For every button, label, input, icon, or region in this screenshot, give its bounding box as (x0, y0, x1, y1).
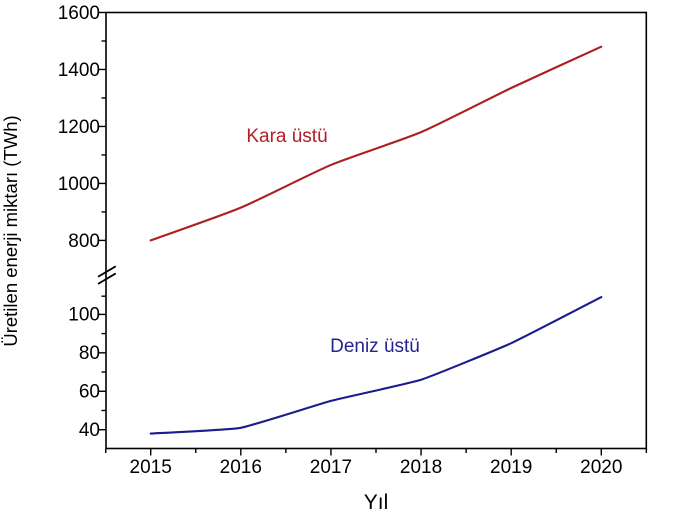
svg-text:60: 60 (79, 382, 100, 403)
svg-text:1200: 1200 (58, 117, 100, 138)
svg-text:2015: 2015 (130, 457, 172, 478)
svg-text:800: 800 (68, 231, 100, 252)
svg-text:1000: 1000 (58, 174, 100, 195)
svg-text:Yıl: Yıl (364, 491, 389, 514)
svg-text:Üretilen enerji miktarı (TWh): Üretilen enerji miktarı (TWh) (0, 115, 21, 346)
svg-text:2019: 2019 (490, 457, 532, 478)
svg-text:2018: 2018 (400, 457, 442, 478)
svg-text:40: 40 (79, 420, 100, 441)
svg-text:2016: 2016 (220, 457, 262, 478)
svg-text:80: 80 (79, 343, 100, 364)
svg-text:2017: 2017 (310, 457, 352, 478)
svg-text:1600: 1600 (58, 3, 100, 24)
svg-text:Deniz üstü: Deniz üstü (330, 336, 420, 357)
svg-text:100: 100 (68, 305, 100, 326)
svg-text:1400: 1400 (58, 60, 100, 81)
svg-text:Kara üstü: Kara üstü (246, 126, 327, 147)
svg-text:2020: 2020 (580, 457, 622, 478)
